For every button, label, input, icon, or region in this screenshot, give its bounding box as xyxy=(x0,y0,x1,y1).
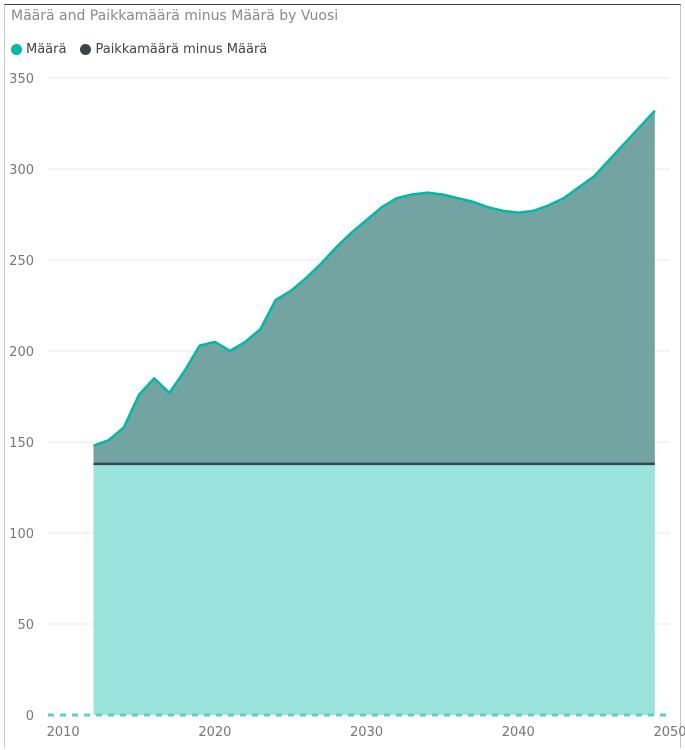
y-tick-label: 200 xyxy=(9,345,34,360)
y-tick-label: 250 xyxy=(9,254,34,269)
x-tick-label: 2030 xyxy=(350,725,383,740)
y-tick-label: 350 xyxy=(9,72,34,87)
y-tick-label: 300 xyxy=(9,163,34,178)
area-paikkamaara-minus-maara xyxy=(93,110,655,464)
y-tick-label: 50 xyxy=(17,618,34,633)
area-maara xyxy=(93,463,655,715)
x-tick-label: 2040 xyxy=(502,725,535,740)
legend-dot-maara xyxy=(11,44,22,55)
legend-dot-minus xyxy=(80,44,92,55)
line-paikkamaara xyxy=(93,109,656,447)
legend-item-maara[interactable]: Määrä xyxy=(11,42,66,57)
chart-frame xyxy=(4,4,681,748)
legend-label-maara: Määrä xyxy=(26,42,67,57)
x-tick-label: 2050 xyxy=(653,725,685,740)
chart-title: Määrä and Paikkamäärä minus Määrä by Vuo… xyxy=(11,8,339,24)
legend-label-minus: Paikkamäärä minus Määrä xyxy=(95,42,268,57)
x-tick-label: 2020 xyxy=(198,725,231,740)
y-tick-label: 100 xyxy=(9,527,34,542)
x-tick-label: 2010 xyxy=(47,725,80,740)
chart-legend: Määrä Paikkamäärä minus Määrä xyxy=(11,42,281,57)
legend-item-minus[interactable]: Paikkamäärä minus Määrä xyxy=(80,42,267,57)
y-tick-label: 150 xyxy=(9,436,34,451)
y-tick-label: 0 xyxy=(26,709,34,724)
